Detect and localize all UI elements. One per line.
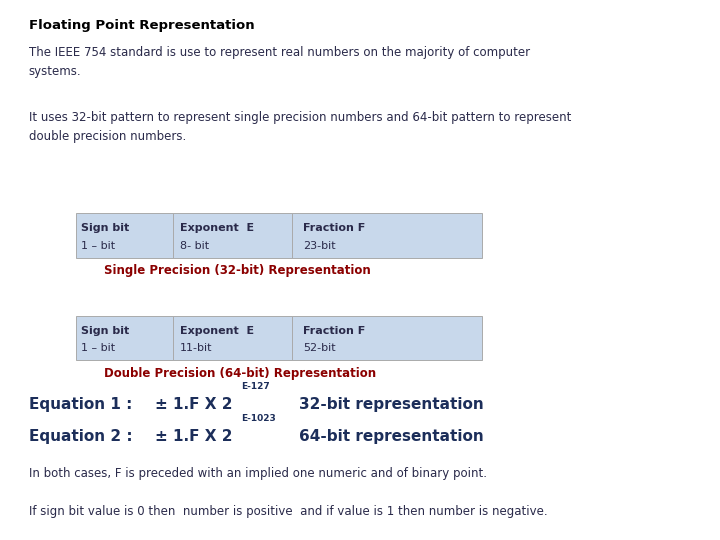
Text: Sign bit: Sign bit [81, 223, 130, 233]
Text: Single Precision (32-bit) Representation: Single Precision (32-bit) Representation [104, 264, 371, 277]
Text: Fraction F: Fraction F [303, 223, 365, 233]
Text: Fraction F: Fraction F [303, 326, 365, 336]
Text: 1 – bit: 1 – bit [81, 241, 115, 251]
Text: 23-bit: 23-bit [303, 241, 336, 251]
Text: 8- bit: 8- bit [180, 241, 209, 251]
Text: Sign bit: Sign bit [81, 326, 130, 336]
Text: ± 1.F X 2: ± 1.F X 2 [155, 397, 233, 412]
FancyBboxPatch shape [76, 213, 173, 258]
Text: Equation 1 :: Equation 1 : [29, 397, 132, 412]
Text: Exponent  E: Exponent E [180, 326, 254, 336]
FancyBboxPatch shape [173, 213, 292, 258]
FancyBboxPatch shape [76, 316, 173, 360]
Text: ± 1.F X 2: ± 1.F X 2 [155, 429, 233, 444]
Text: Exponent  E: Exponent E [180, 223, 254, 233]
Text: 64-bit representation: 64-bit representation [299, 429, 484, 444]
Text: 32-bit representation: 32-bit representation [299, 397, 484, 412]
FancyBboxPatch shape [292, 213, 482, 258]
FancyBboxPatch shape [173, 316, 292, 360]
Text: It uses 32-bit pattern to represent single precision numbers and 64-bit pattern : It uses 32-bit pattern to represent sing… [29, 111, 571, 143]
Text: Equation 2 :: Equation 2 : [29, 429, 132, 444]
Text: E-1023: E-1023 [241, 414, 276, 423]
Text: 1 – bit: 1 – bit [81, 343, 115, 353]
Text: 52-bit: 52-bit [303, 343, 336, 353]
Text: Floating Point Representation: Floating Point Representation [29, 19, 254, 32]
Text: The IEEE 754 standard is use to represent real numbers on the majority of comput: The IEEE 754 standard is use to represen… [29, 46, 530, 78]
Text: 11-bit: 11-bit [180, 343, 212, 353]
Text: In both cases, F is preceded with an implied one numeric and of binary point.: In both cases, F is preceded with an imp… [29, 467, 487, 480]
Text: If sign bit value is 0 then  number is positive  and if value is 1 then number i: If sign bit value is 0 then number is po… [29, 505, 547, 518]
Text: Double Precision (64-bit) Representation: Double Precision (64-bit) Representation [104, 367, 377, 380]
Text: E-127: E-127 [241, 382, 270, 391]
FancyBboxPatch shape [292, 316, 482, 360]
